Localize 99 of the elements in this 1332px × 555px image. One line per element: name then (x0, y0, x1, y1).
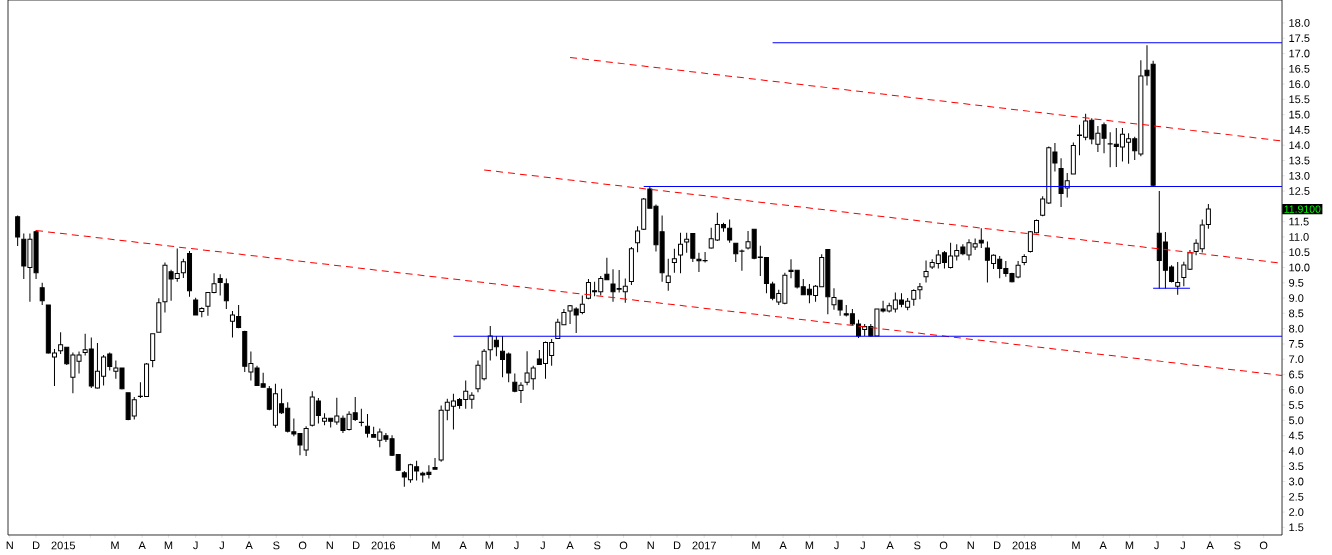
y-tick-label: 16.5 (1289, 64, 1310, 73)
candlestick (364, 413, 371, 438)
candlestick (635, 225, 641, 253)
x-tick-label: J (860, 541, 865, 550)
text: 11.9100 (1284, 205, 1321, 213)
candlestick (1070, 141, 1076, 176)
candlestick (223, 278, 229, 310)
y-tick-label: 7.0 (1289, 355, 1304, 364)
y-tick-label: 17.0 (1289, 49, 1310, 58)
x-tick-label: J (193, 541, 198, 550)
candlestick (917, 282, 923, 300)
x-tick-label: M (485, 541, 494, 550)
x-tick-label: N (6, 541, 13, 550)
y-tick-label: 10.0 (1289, 263, 1310, 272)
x-tick-label: A (566, 541, 574, 550)
candlestick (665, 258, 671, 292)
y-tick-label: 5.5 (1289, 401, 1304, 409)
y-tick-label: 5.0 (1289, 416, 1304, 425)
x-tick-label: S (914, 541, 921, 550)
y-tick-label: 6.5 (1289, 370, 1304, 379)
x-tick-label: S (1234, 541, 1241, 550)
y-tick-label: 4.0 (1288, 447, 1304, 455)
candlestick (150, 333, 156, 368)
x-tick-label: S (594, 541, 601, 550)
y-tick-label: 11.0 (1289, 233, 1309, 241)
x-tick-label: J (1154, 541, 1159, 550)
x-tick-label: M (111, 541, 119, 550)
x-tick-label: 2018 (1012, 541, 1036, 550)
y-tick-label: 14.0 (1289, 141, 1310, 150)
x-tick-label: D (994, 541, 1001, 550)
x-tick-label: A (779, 541, 787, 550)
candlestick (678, 232, 684, 274)
x-tick-label: M (432, 541, 440, 550)
y-tick-label: 15.0 (1289, 110, 1310, 119)
y-tick-label: 9.5 (1289, 278, 1304, 287)
x-tick-label: A (138, 541, 146, 550)
x-tick-label: S (273, 541, 280, 550)
x-tick-label: O (939, 541, 948, 550)
x-tick-label: D (353, 541, 360, 550)
y-tick-label: 14.5 (1289, 126, 1310, 134)
y-tick-label: 17.5 (1289, 34, 1310, 43)
x-tick-label: N (326, 541, 333, 550)
candlestick (39, 282, 45, 306)
x-tick-label: A (1099, 541, 1107, 550)
x-tick-label: 2016 (371, 541, 396, 550)
x-tick-label: D (673, 541, 681, 550)
candlestick (15, 215, 21, 247)
y-tick-label: 3.5 (1288, 462, 1304, 471)
x-tick-label: J (1180, 541, 1185, 550)
candlestick (628, 246, 634, 286)
x-tick-label: A (459, 541, 467, 550)
x-tick-label: 2015 (51, 541, 76, 550)
y-tick-label: 15.5 (1289, 95, 1310, 104)
y-tick-label: 13.0 (1289, 171, 1310, 180)
y-tick-label: 8.0 (1289, 324, 1304, 333)
x-tick-label: 2017 (692, 541, 716, 550)
x-tick-label: O (298, 541, 307, 550)
candlestick (358, 408, 364, 427)
x-tick-label: J (513, 541, 519, 550)
candlestick (911, 288, 917, 307)
x-tick-label: M (752, 541, 760, 550)
x-tick-label: A (1206, 541, 1214, 550)
y-tick-label: 9.0 (1289, 294, 1304, 302)
x-tick-label: O (1259, 541, 1268, 550)
y-tick-label: 2.0 (1289, 508, 1304, 516)
y-tick-label: 4.5 (1288, 431, 1304, 440)
x-tick-label: N (967, 541, 974, 550)
x-tick-label: M (1072, 541, 1080, 550)
y-tick-label: 13.5 (1289, 156, 1310, 165)
y-tick-label: 10.5 (1289, 248, 1310, 257)
candlestick (432, 457, 438, 470)
x-tick-label: O (619, 541, 628, 550)
x-tick-label: J (540, 541, 545, 550)
y-tick-label: 8.5 (1289, 309, 1304, 318)
candlestick (727, 219, 733, 244)
y-tick-label: 1.5 (1289, 523, 1304, 532)
candlestick (1021, 253, 1027, 266)
x-tick-label: A (886, 541, 894, 550)
y-tick-label: 18.0 (1289, 19, 1310, 27)
y-tick-label: 2.5 (1289, 492, 1304, 501)
candlestick (671, 248, 677, 274)
candlestick (217, 273, 223, 297)
y-tick-label: 12.5 (1289, 187, 1310, 195)
x-tick-label: D (33, 541, 40, 550)
y-tick-label: 11.5 (1289, 217, 1309, 226)
y-tick-label: 16.0 (1289, 80, 1310, 88)
x-tick-label: M (805, 541, 814, 550)
y-tick-label: 6.0 (1289, 385, 1304, 394)
candlestick (923, 259, 929, 283)
candlestick (1175, 261, 1181, 296)
x-tick-label: A (245, 541, 253, 550)
x-tick-label: J (219, 541, 224, 550)
x-tick-label: M (164, 541, 173, 550)
x-tick-label: N (647, 541, 654, 550)
candlestick (156, 297, 162, 333)
x-tick-label: M (1125, 541, 1134, 550)
y-tick-label: 7.5 (1289, 340, 1304, 348)
y-tick-label: 3.0 (1288, 477, 1304, 486)
x-tick-label: J (834, 541, 839, 550)
